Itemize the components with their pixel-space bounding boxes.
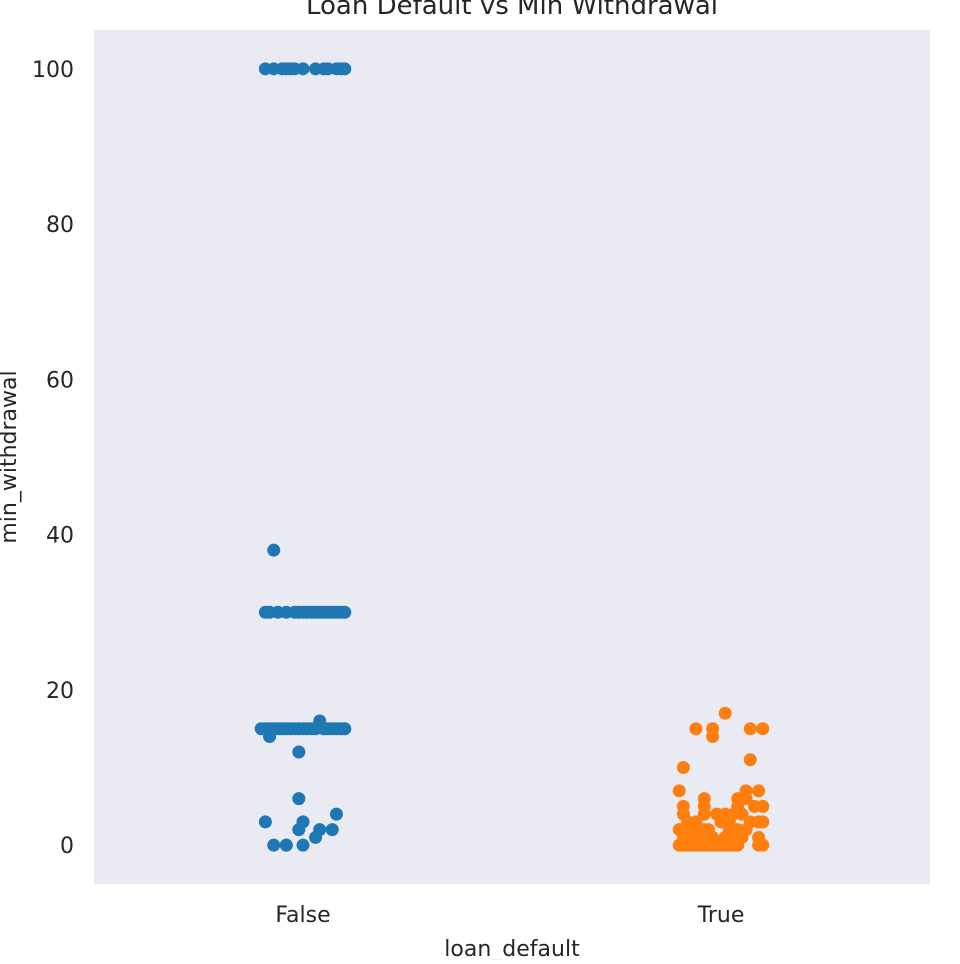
data-point-false — [296, 838, 310, 852]
data-point-false — [325, 823, 339, 837]
y-tick-label: 0 — [60, 834, 74, 859]
data-point-true — [718, 706, 732, 720]
chart-title: Loan Default vs Min Withdrawal — [306, 0, 718, 21]
data-point-false — [338, 722, 352, 736]
data-point-true — [743, 753, 757, 767]
data-point-false — [329, 807, 343, 821]
data-point-true — [756, 799, 770, 813]
data-point-false — [258, 815, 272, 829]
data-point-true — [689, 722, 703, 736]
data-point-true — [756, 722, 770, 736]
data-point-false — [292, 745, 306, 759]
data-point-false — [292, 823, 306, 837]
data-point-false — [267, 543, 281, 557]
data-point-false — [263, 729, 277, 743]
x-tick-label: False — [275, 903, 330, 928]
data-point-true — [756, 838, 770, 852]
data-point-true — [743, 722, 757, 736]
y-axis: 0 20 40 60 80 100 — [32, 58, 74, 859]
data-point-true — [731, 838, 745, 852]
y-tick-label: 20 — [46, 679, 74, 704]
data-point-false — [279, 838, 293, 852]
data-point-true — [735, 807, 749, 821]
y-tick-label: 40 — [46, 524, 74, 549]
y-axis-label: min_withdrawal — [0, 370, 22, 543]
y-tick-label: 100 — [32, 58, 74, 83]
data-point-false — [296, 62, 310, 76]
x-axis-label: loan_default — [444, 937, 580, 960]
data-point-true — [706, 729, 720, 743]
data-points — [254, 62, 770, 852]
y-tick-label: 60 — [46, 368, 74, 393]
x-tick-label: True — [697, 903, 745, 928]
data-point-false — [338, 62, 352, 76]
data-point-true — [739, 792, 753, 806]
data-point-true — [676, 761, 690, 775]
data-point-false — [267, 838, 281, 852]
data-point-false — [338, 605, 352, 619]
data-point-true — [752, 784, 766, 798]
data-point-true — [756, 815, 770, 829]
y-tick-label: 80 — [46, 213, 74, 238]
plot-area — [94, 30, 930, 884]
data-point-false — [309, 830, 323, 844]
x-axis: False True — [275, 903, 744, 928]
data-point-false — [292, 792, 306, 806]
data-point-true — [672, 784, 686, 798]
data-point-true — [697, 807, 711, 821]
